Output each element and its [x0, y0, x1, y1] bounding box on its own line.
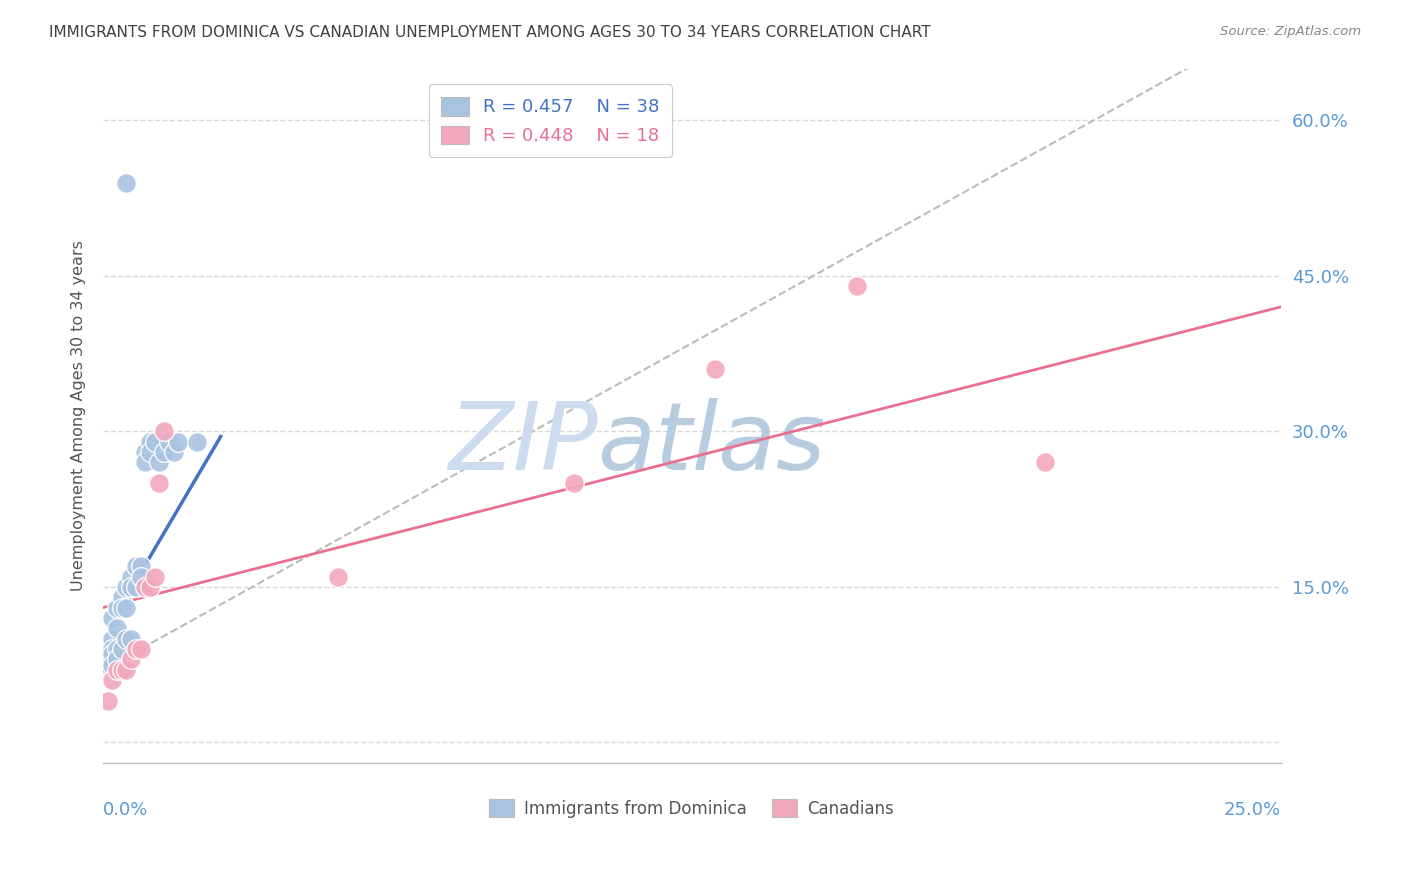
Point: [115, 600, 138, 615]
Point: [134, 580, 156, 594]
Point: [153, 425, 176, 439]
Point: [562, 476, 585, 491]
Point: [167, 434, 190, 449]
Point: [186, 434, 208, 449]
Point: [111, 663, 134, 677]
Point: [111, 642, 134, 657]
Point: [115, 663, 138, 677]
Point: [153, 445, 176, 459]
Point: [139, 434, 162, 449]
Point: [97, 647, 120, 661]
Point: [143, 434, 166, 449]
Legend: Immigrants from Dominica, Canadians: Immigrants from Dominica, Canadians: [482, 793, 901, 824]
Point: [845, 279, 868, 293]
Point: [120, 580, 142, 594]
Point: [1033, 455, 1056, 469]
Point: [162, 445, 184, 459]
Point: [101, 642, 124, 657]
Text: 0.0%: 0.0%: [103, 801, 148, 820]
Text: ZIP: ZIP: [449, 398, 598, 489]
Point: [139, 580, 162, 594]
Point: [143, 569, 166, 583]
Point: [105, 642, 128, 657]
Point: [111, 600, 134, 615]
Point: [111, 591, 134, 605]
Point: [120, 569, 142, 583]
Point: [139, 445, 162, 459]
Point: [125, 559, 148, 574]
Point: [97, 694, 120, 708]
Point: [125, 642, 148, 657]
Point: [105, 621, 128, 635]
Point: [101, 611, 124, 625]
Y-axis label: Unemployment Among Ages 30 to 34 years: Unemployment Among Ages 30 to 34 years: [72, 240, 86, 591]
Point: [125, 580, 148, 594]
Point: [134, 455, 156, 469]
Point: [105, 652, 128, 666]
Point: [157, 434, 180, 449]
Point: [115, 580, 138, 594]
Point: [101, 647, 124, 661]
Text: Source: ZipAtlas.com: Source: ZipAtlas.com: [1220, 25, 1361, 38]
Point: [129, 559, 152, 574]
Point: [328, 569, 350, 583]
Point: [97, 657, 120, 672]
Point: [115, 632, 138, 646]
Text: atlas: atlas: [598, 398, 825, 489]
Point: [105, 663, 128, 677]
Point: [148, 455, 170, 469]
Point: [120, 652, 142, 666]
Point: [148, 476, 170, 491]
Point: [101, 657, 124, 672]
Point: [134, 445, 156, 459]
Point: [105, 600, 128, 615]
Point: [129, 642, 152, 657]
Text: IMMIGRANTS FROM DOMINICA VS CANADIAN UNEMPLOYMENT AMONG AGES 30 TO 34 YEARS CORR: IMMIGRANTS FROM DOMINICA VS CANADIAN UNE…: [49, 25, 931, 40]
Point: [101, 673, 124, 688]
Point: [120, 632, 142, 646]
Point: [97, 652, 120, 666]
Point: [97, 642, 120, 657]
Point: [115, 176, 138, 190]
Text: 25.0%: 25.0%: [1223, 801, 1281, 820]
Point: [704, 362, 727, 376]
Point: [101, 632, 124, 646]
Point: [129, 569, 152, 583]
